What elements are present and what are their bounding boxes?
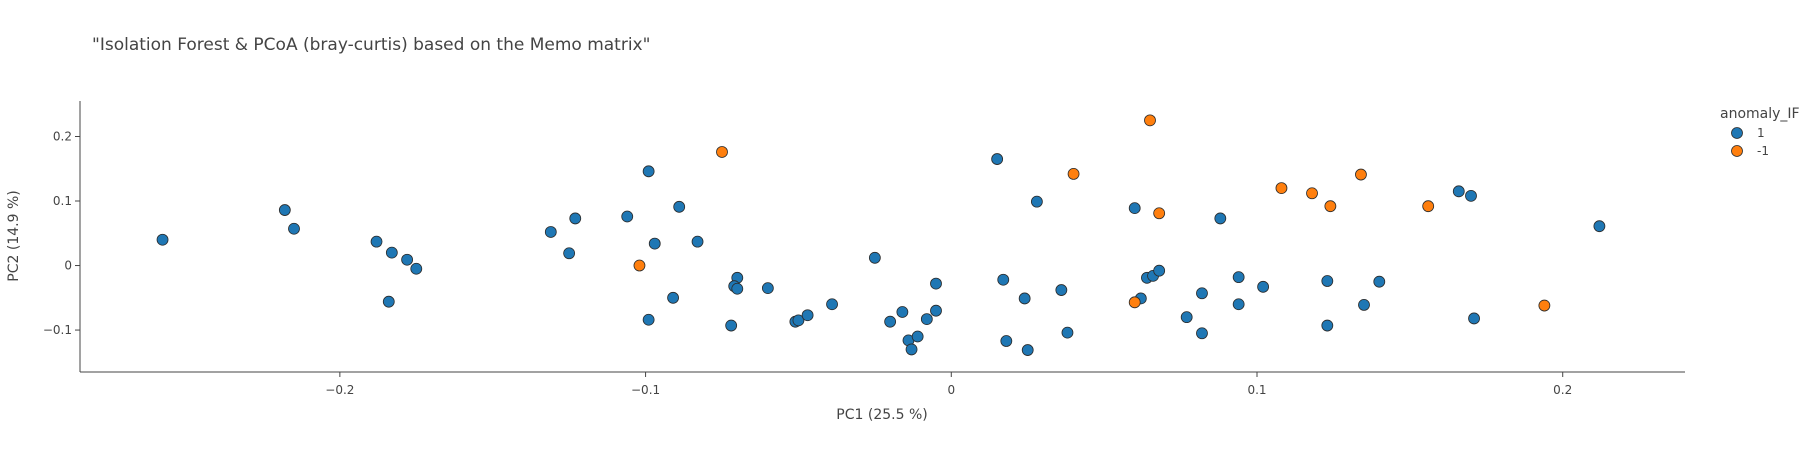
chart-title: "Isolation Forest & PCoA (bray-curtis) b… <box>92 35 650 55</box>
x-tick-label: −0.2 <box>325 383 354 397</box>
legend-items: 1-1 <box>1731 126 1769 158</box>
data-point-series-1[interactable] <box>569 212 582 225</box>
data-point-series-1[interactable] <box>544 226 557 238</box>
data-points <box>156 114 1606 356</box>
data-point-series-1[interactable] <box>1321 275 1334 287</box>
data-point-series-1[interactable] <box>725 319 738 332</box>
data-point-series-1[interactable] <box>382 295 395 308</box>
data-point-series-1[interactable] <box>997 273 1010 286</box>
data-point-series-2[interactable] <box>1153 207 1166 220</box>
data-point-series-1[interactable] <box>1373 275 1386 288</box>
y-tick-label: 0 <box>64 259 72 273</box>
data-point-series-1[interactable] <box>1153 264 1166 277</box>
data-point-series-1[interactable] <box>1055 284 1068 296</box>
data-point-series-1[interactable] <box>1030 195 1043 208</box>
x-tick-label: 0.2 <box>1553 383 1572 397</box>
data-point-series-1[interactable] <box>1061 326 1074 339</box>
y-tick-label: 0.2 <box>53 129 72 143</box>
data-point-series-1[interactable] <box>884 315 897 328</box>
data-point-series-1[interactable] <box>673 200 686 213</box>
data-point-series-2[interactable] <box>1355 168 1367 181</box>
plot-area: −0.2 −0.1 0 0.1 0.2 −0.1 0 0.1 0.2 <box>43 101 1685 397</box>
legend-title: anomaly_IF <box>1720 106 1800 122</box>
y-axis-title: PC2 (14.9 %) <box>6 190 22 281</box>
data-point-series-1[interactable] <box>868 251 881 264</box>
data-point-series-1[interactable] <box>691 235 704 248</box>
data-point-series-1[interactable] <box>826 298 838 311</box>
data-point-series-1[interactable] <box>792 314 805 327</box>
x-axis-title: PC1 (25.5 %) <box>836 407 927 423</box>
data-point-series-1[interactable] <box>642 313 655 326</box>
data-point-series-2[interactable] <box>1275 182 1288 195</box>
data-point-series-1[interactable] <box>991 153 1004 165</box>
data-point-series-1[interactable] <box>370 235 383 248</box>
data-point-series-1[interactable] <box>621 210 634 223</box>
data-point-series-1[interactable] <box>920 313 933 325</box>
data-point-series-1[interactable] <box>731 282 744 295</box>
y-ticks: −0.1 0 0.1 0.2 <box>43 129 80 337</box>
data-point-series-1[interactable] <box>648 237 661 250</box>
data-point-series-1[interactable] <box>563 247 576 260</box>
data-point-series-2[interactable] <box>716 146 728 158</box>
data-point-series-1[interactable] <box>1000 335 1013 347</box>
y-tick-label: 0.1 <box>53 194 72 208</box>
data-point-series-2[interactable] <box>1144 114 1156 127</box>
data-point-series-1[interactable] <box>385 246 398 259</box>
data-point-series-1[interactable] <box>896 306 909 318</box>
data-point-series-1[interactable] <box>1593 220 1606 233</box>
data-point-series-1[interactable] <box>667 291 679 304</box>
data-point-series-1[interactable] <box>911 330 924 343</box>
x-tick-label: −0.1 <box>631 383 660 397</box>
data-point-series-1[interactable] <box>1021 344 1034 356</box>
data-point-series-1[interactable] <box>642 165 655 178</box>
data-point-series-1[interactable] <box>401 253 414 266</box>
y-tick-label: −0.1 <box>43 323 72 337</box>
data-point-series-1[interactable] <box>1232 271 1245 284</box>
data-point-series-1[interactable] <box>1018 292 1031 305</box>
data-point-series-1[interactable] <box>1128 202 1141 215</box>
legend: anomaly_IF 1-1 <box>1720 106 1800 158</box>
data-point-series-2[interactable] <box>1324 200 1337 213</box>
legend-marker[interactable] <box>1731 127 1743 139</box>
data-point-series-1[interactable] <box>1196 287 1208 300</box>
data-point-series-2[interactable] <box>1538 299 1551 312</box>
x-tick-label: 0.1 <box>1247 383 1266 397</box>
x-tick-label: 0 <box>947 383 955 397</box>
data-point-series-1[interactable] <box>761 282 774 295</box>
data-point-series-2[interactable] <box>1422 200 1435 213</box>
legend-marker[interactable] <box>1731 145 1743 157</box>
data-point-series-1[interactable] <box>1180 311 1193 324</box>
data-point-series-2[interactable] <box>1306 187 1318 200</box>
x-ticks: −0.2 −0.1 0 0.1 0.2 <box>325 372 1572 397</box>
data-point-series-1[interactable] <box>1257 280 1270 293</box>
data-point-series-1[interactable] <box>288 222 300 235</box>
data-point-series-1[interactable] <box>278 204 291 216</box>
data-point-series-1[interactable] <box>156 233 169 246</box>
data-point-series-2[interactable] <box>1128 296 1141 309</box>
data-point-series-2[interactable] <box>1067 168 1080 180</box>
legend-label: 1 <box>1757 126 1765 140</box>
data-point-series-2[interactable] <box>633 259 646 272</box>
data-point-series-1[interactable] <box>1452 185 1465 198</box>
data-point-series-1[interactable] <box>1358 298 1370 311</box>
data-point-series-1[interactable] <box>1468 312 1480 325</box>
legend-label: -1 <box>1757 144 1769 158</box>
data-point-series-1[interactable] <box>410 262 423 275</box>
data-point-series-1[interactable] <box>930 304 942 317</box>
data-point-series-1[interactable] <box>801 309 814 322</box>
data-point-series-1[interactable] <box>1321 319 1334 332</box>
data-point-series-1[interactable] <box>905 343 918 356</box>
data-point-series-1[interactable] <box>1465 189 1477 202</box>
data-point-series-1[interactable] <box>1196 327 1208 340</box>
data-point-series-1[interactable] <box>930 277 942 290</box>
data-point-series-1[interactable] <box>1232 298 1245 311</box>
data-point-series-1[interactable] <box>1214 212 1227 225</box>
